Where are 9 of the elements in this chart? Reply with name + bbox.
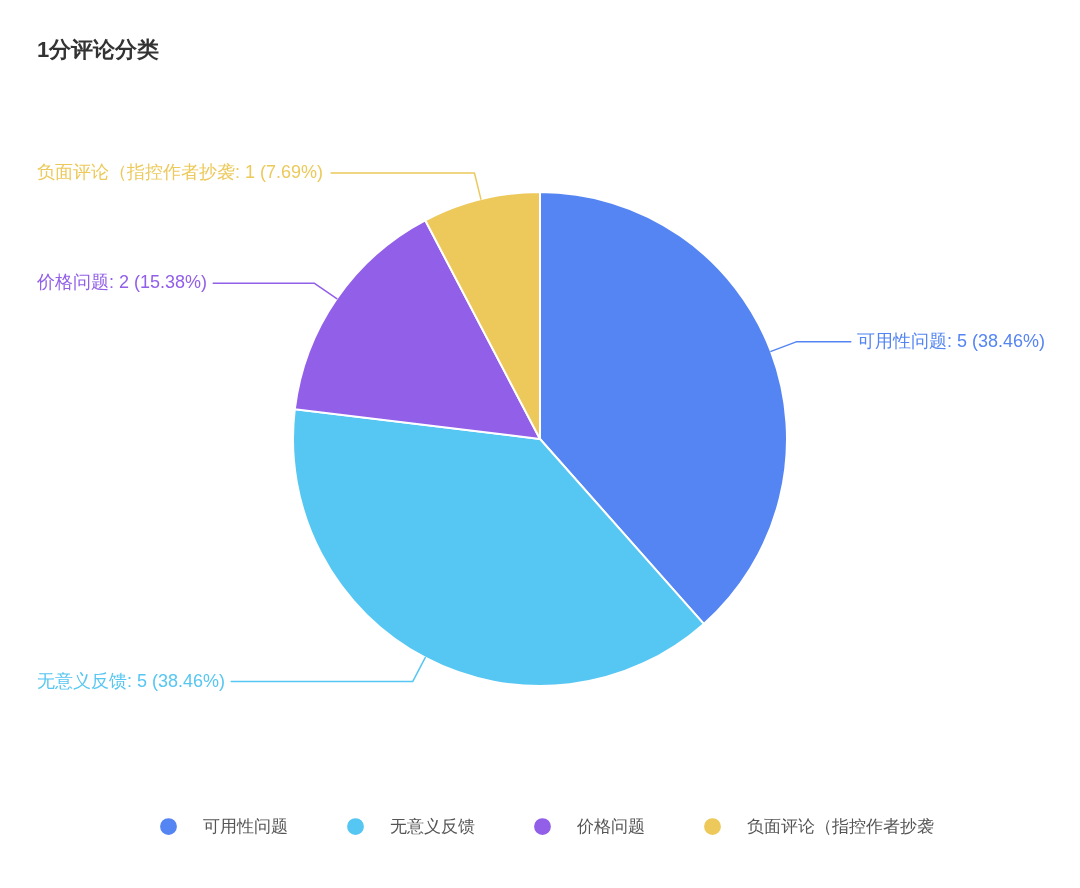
legend-label: 无意义反馈 <box>390 816 475 836</box>
data-label: 无意义反馈: 5 (38.46%) <box>37 670 226 691</box>
legend-label: 价格问题 <box>576 816 645 836</box>
legend-label: 可用性问题 <box>203 816 288 836</box>
data-label: 可用性问题: 5 (38.46%) <box>856 330 1045 351</box>
legend-label: 负面评论（指控作者抄袭 <box>747 816 934 836</box>
data-label: 负面评论（指控作者抄袭: 1 (7.69%) <box>37 161 324 182</box>
data-label: 价格问题: 2 (15.38%) <box>36 272 208 293</box>
chart-title: 1分评论分类 <box>37 37 160 62</box>
